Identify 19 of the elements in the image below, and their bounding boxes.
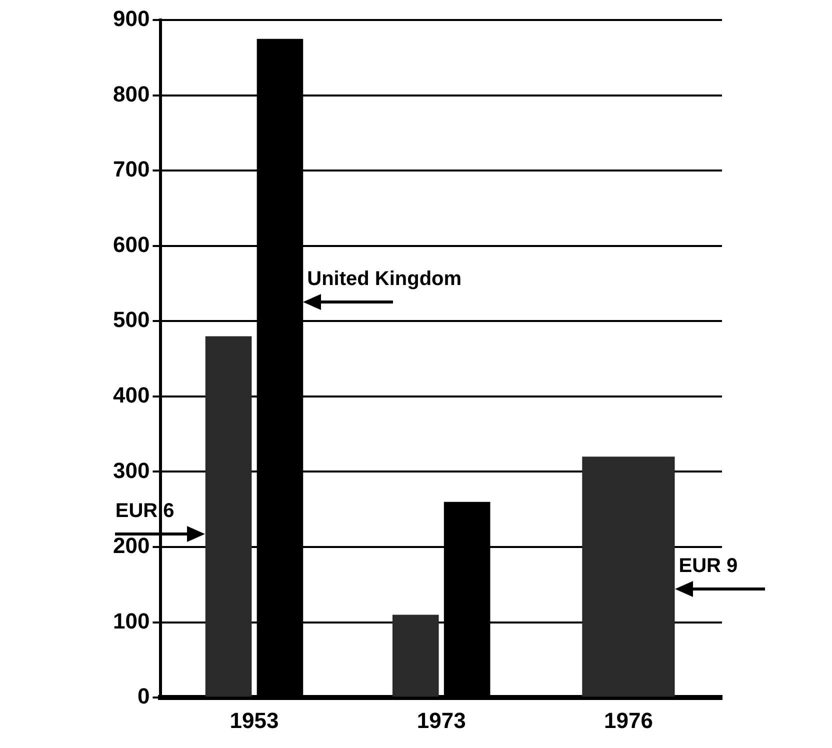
bar	[205, 336, 252, 697]
y-tick-label: 100	[112, 608, 150, 634]
x-tick-label: 1973	[416, 708, 466, 733]
bar	[392, 614, 439, 697]
y-tick-label: 400	[112, 382, 150, 408]
y-tick-label: 200	[112, 533, 150, 558]
x-tick-label: 1976	[604, 708, 653, 733]
y-tick-label: 300	[112, 458, 150, 483]
y-tick-label: 700	[112, 156, 150, 182]
y-tick-label: 800	[112, 81, 150, 106]
y-tick-label: 0	[137, 684, 150, 709]
series-label: EUR 6	[115, 500, 174, 524]
bar	[582, 456, 675, 697]
x-tick-label: 1953	[230, 708, 279, 733]
y-tick-label: 900	[112, 6, 150, 32]
y-tick-label: 600	[112, 232, 150, 257]
series-label: United Kingdom	[307, 268, 462, 291]
y-tick-label: 500	[112, 307, 150, 332]
series-label: EUR 9	[678, 554, 738, 578]
